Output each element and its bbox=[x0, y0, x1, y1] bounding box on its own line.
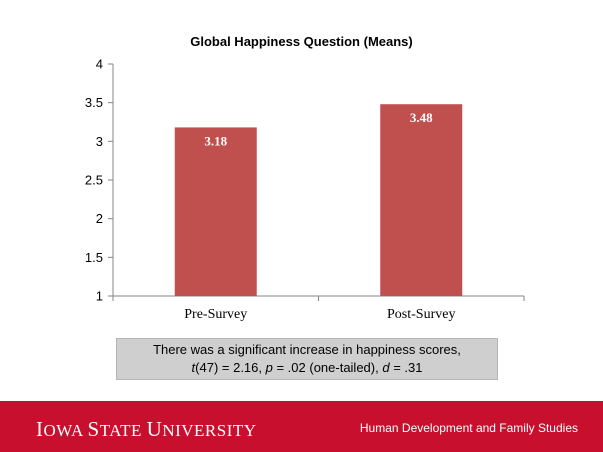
bar-data-label: 3.48 bbox=[410, 110, 433, 125]
t-symbol: t bbox=[191, 360, 196, 375]
x-axis: Pre-Survey Post-Survey bbox=[112, 295, 525, 322]
t-statistic: (47) = 2.16, bbox=[195, 360, 266, 375]
y-tick-label: 2.5 bbox=[85, 173, 103, 188]
bars: 3.18 3.48 bbox=[174, 104, 463, 296]
y-tick-label: 3.5 bbox=[85, 95, 103, 110]
y-tick-label: 4 bbox=[96, 57, 103, 72]
bar-post-survey bbox=[380, 104, 463, 296]
footer-banner: IOWA STATE UNIVERSITY Human Development … bbox=[0, 401, 603, 452]
y-axis: 1 1.5 2 2.5 3 3.5 4 bbox=[85, 57, 114, 304]
category-label: Pre-Survey bbox=[184, 307, 247, 322]
chart-title: Global Happiness Question (Means) bbox=[190, 34, 413, 49]
bar-data-label: 3.18 bbox=[204, 133, 227, 148]
y-tick-label: 3 bbox=[96, 134, 103, 149]
note-line-1: There was a significant increase in happ… bbox=[153, 342, 461, 357]
p-symbol: p bbox=[265, 360, 273, 375]
department-name: Human Development and Family Studies bbox=[359, 421, 578, 435]
university-logo: IOWA STATE UNIVERSITY bbox=[36, 417, 257, 441]
category-label: Post-Survey bbox=[387, 307, 455, 322]
p-statistic: = .02 (one-tailed), bbox=[272, 360, 383, 375]
note-line-2: t(47) = 2.16, p = .02 (one-tailed), d = … bbox=[117, 359, 497, 377]
d-statistic: = .31 bbox=[389, 360, 423, 375]
significance-note: There was a significant increase in happ… bbox=[116, 338, 498, 380]
bar-chart: 1 1.5 2 2.5 3 3.5 4 Pre-Survey Post-Survey 3.18… bbox=[85, 57, 525, 322]
d-symbol: d bbox=[382, 360, 390, 375]
bar-pre-survey bbox=[174, 127, 257, 296]
y-tick-label: 1.5 bbox=[85, 250, 103, 265]
y-tick-label: 1 bbox=[96, 289, 103, 304]
y-tick-label: 2 bbox=[96, 211, 103, 226]
